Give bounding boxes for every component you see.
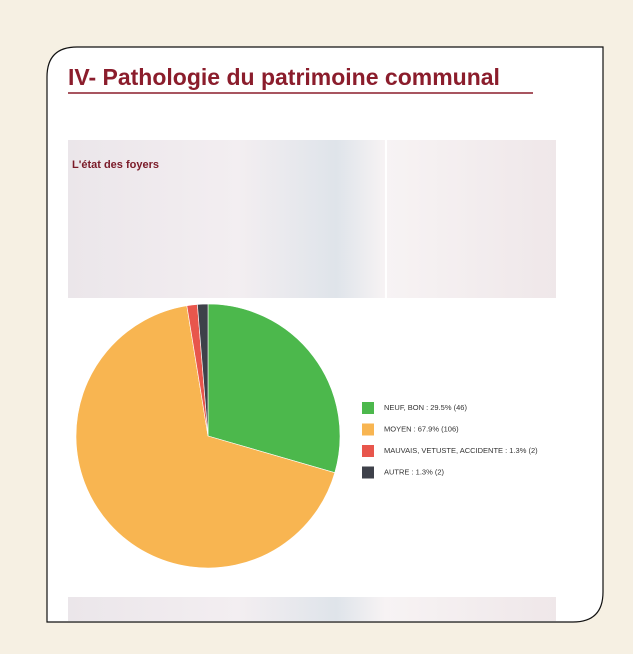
legend-label: NEUF, BON : 29.5% (46) [384, 403, 467, 412]
pie [75, 303, 341, 569]
chart-title: L'état des foyers [72, 159, 159, 171]
heading: IV- Pathologie du patrimoine communal [68, 64, 500, 90]
pie-slice [75, 305, 336, 569]
legend-swatch [362, 423, 374, 436]
legend-swatch [362, 402, 374, 414]
pie-slice [207, 303, 341, 474]
pie-slice [197, 303, 209, 437]
legend-label: MAUVAIS, VETUSTE, ACCIDENTE : 1.3% (2) [384, 446, 538, 455]
legend-label: MOYEN : 67.9% (106) [384, 424, 459, 433]
footer-image [68, 597, 556, 621]
legend-swatch [362, 466, 374, 479]
legend: NEUF, BON : 29.5% (46) MOYEN : 67.9% (106… [362, 402, 538, 479]
banner-divider [385, 140, 387, 298]
legend-swatch [362, 445, 374, 457]
banner-image [68, 140, 556, 298]
legend-label: AUTRE : 1.3% (2) [384, 467, 445, 476]
